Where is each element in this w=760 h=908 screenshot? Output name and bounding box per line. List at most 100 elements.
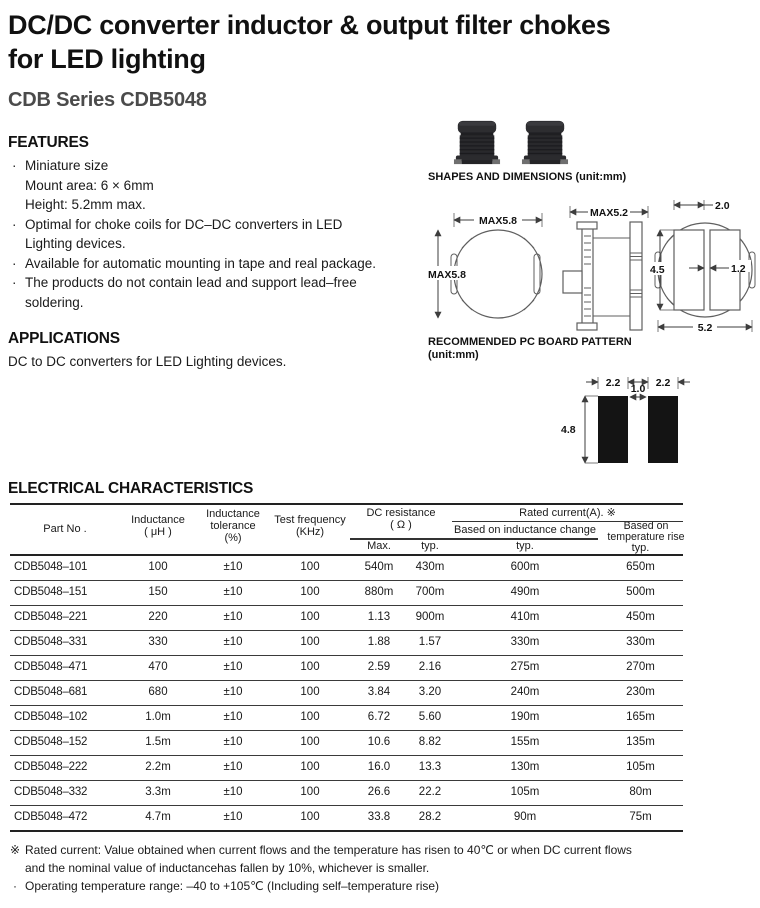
bullet: ·: [13, 879, 17, 893]
cell: CDB5048–102: [14, 710, 88, 723]
table-row: CDB5048–331 330 ±10 100 1.88 1.57 330m 330m: [10, 631, 683, 656]
cell: 220: [148, 610, 168, 623]
cell: 100: [300, 560, 320, 573]
cell: 1.0m: [145, 710, 171, 723]
dim-label: 2.2: [606, 377, 621, 389]
drawing-pcb-pattern: 2.2 2.2 1.0 4.8: [560, 377, 690, 464]
cell: 1.57: [418, 635, 442, 648]
feature-text: Mount area: 6 × 6mm: [25, 177, 154, 193]
feature-item: · Miniature size: [8, 156, 423, 176]
table-row: CDB5048–472 4.7m ±10 100 33.8 28.2 90m 75m: [10, 806, 683, 830]
feature-item: · The products do not contain lead and su…: [8, 273, 423, 293]
cell: CDB5048–332: [14, 785, 88, 798]
cell: 600m: [510, 560, 540, 573]
dim-label: 2.0: [715, 200, 730, 212]
cell: CDB5048–151: [14, 585, 88, 598]
features-list: · Miniature size Mount area: 6 × 6mm Heig…: [8, 156, 423, 312]
applications-heading: APPLICATIONS: [8, 330, 120, 347]
table-row: CDB5048–222 2.2m ±10 100 16.0 13.3 130m 105m: [10, 756, 683, 781]
cell: 100: [300, 760, 320, 773]
cell: CDB5048–221: [14, 610, 88, 623]
cell: 2.2m: [145, 760, 171, 773]
cell: ±10: [223, 810, 243, 823]
header-line: tolerance: [210, 520, 256, 532]
cell: 10.6: [367, 735, 391, 748]
cell: 16.0: [367, 760, 391, 773]
dim-label: MAX5.8: [479, 215, 517, 227]
bullet: ·: [12, 275, 17, 290]
cell: 450m: [626, 610, 655, 623]
bullet: ·: [12, 158, 17, 173]
col-based-temp: Based on temperature rise: [606, 521, 686, 543]
cell: 430m: [415, 560, 445, 573]
cell: 155m: [510, 735, 540, 748]
cell: 4.7m: [145, 810, 171, 823]
col-based-temp-typ: typ.: [631, 542, 650, 554]
header-line: Inductance: [206, 508, 260, 520]
footnote-text: Rated current: Value obtained when curre…: [25, 843, 632, 857]
pcb-heading-line1: RECOMMENDED PC BOARD PATTERN: [428, 336, 632, 348]
cell: 100: [300, 685, 320, 698]
cell: 105m: [626, 760, 655, 773]
col-test-frequency: Test frequency (KHz): [270, 514, 350, 538]
table-header: Part No . Inductance ( μH ) Inductance t…: [10, 505, 686, 556]
footnote-operating-temp: · Operating temperature range: –40 to +10…: [10, 877, 750, 895]
dim-label: 2.2: [656, 377, 671, 389]
cell: 150: [148, 585, 168, 598]
cell: 2.16: [418, 660, 442, 673]
cell: 100: [300, 660, 320, 673]
drawing-bottom-view: 2.0 1.2 4.5 5.2: [650, 200, 756, 334]
header-line: Inductance: [131, 514, 185, 526]
cell: 3.84: [367, 685, 391, 698]
cell: ±10: [223, 635, 243, 648]
table-row: CDB5048–681 680 ±10 100 3.84 3.20 240m 230m: [10, 681, 683, 706]
cell: 330: [148, 635, 168, 648]
dim-label: 5.2: [698, 322, 713, 334]
cell: 2.59: [367, 660, 391, 673]
col-based-inductance-typ: typ.: [516, 540, 534, 552]
footnotes: ※ Rated current: Value obtained when curr…: [10, 841, 750, 895]
cell: ±10: [223, 735, 243, 748]
cell: 100: [300, 735, 320, 748]
cell: 105m: [510, 785, 540, 798]
header-line: Test frequency: [274, 514, 346, 526]
cell: 100: [300, 710, 320, 723]
cell: ±10: [223, 585, 243, 598]
table-row: CDB5048–332 3.3m ±10 100 26.6 22.2 105m 80m: [10, 781, 683, 806]
cell: 33.8: [367, 810, 391, 823]
header-divider: [452, 538, 598, 540]
cell: 3.3m: [145, 785, 171, 798]
page-title-line2: for LED lighting: [8, 44, 206, 74]
cell: 270m: [626, 660, 655, 673]
cell: 22.2: [418, 785, 442, 798]
cell: ±10: [223, 785, 243, 798]
feature-text: Miniature size: [25, 158, 109, 173]
cell: 100: [148, 560, 168, 573]
footnote-text: Operating temperature range: –40 to +105…: [25, 879, 440, 893]
cell: 3.20: [418, 685, 442, 698]
footnote-text: and the nominal value of inductancehas f…: [25, 861, 430, 875]
col-rated-current: Rated current(A). ※: [519, 507, 616, 519]
cell: 880m: [364, 585, 394, 598]
col-dc-resistance: DC resistance ( Ω ): [350, 507, 452, 531]
cell: 165m: [626, 710, 655, 723]
drawing-top-view: MAX5.8 MAX5.8: [428, 211, 543, 319]
cell: 100: [300, 635, 320, 648]
cell: ±10: [223, 760, 243, 773]
table-row: CDB5048–151 150 ±10 100 880m 700m 490m 500m: [10, 581, 683, 606]
cell: 8.82: [418, 735, 442, 748]
dim-label: MAX5.2: [590, 207, 628, 219]
cell: 100: [300, 785, 320, 798]
col-tolerance: Inductance tolerance (%): [196, 508, 270, 544]
cell: CDB5048–152: [14, 735, 88, 748]
page-title: DC/DC converter inductor & output filter…: [8, 8, 611, 76]
header-line: ( Ω ): [390, 519, 412, 531]
drawing-side-view: MAX5.2: [562, 204, 649, 331]
cell: 330m: [510, 635, 540, 648]
table-row: CDB5048–152 1.5m ±10 100 10.6 8.82 155m 135m: [10, 731, 683, 756]
col-dcr-typ: typ.: [421, 540, 439, 552]
header-divider: [350, 538, 452, 540]
dim-label: 4.8: [561, 424, 576, 436]
header-line: temperature rise: [607, 531, 685, 543]
feature-text: Optimal for choke coils for DC–DC conver…: [25, 216, 343, 232]
